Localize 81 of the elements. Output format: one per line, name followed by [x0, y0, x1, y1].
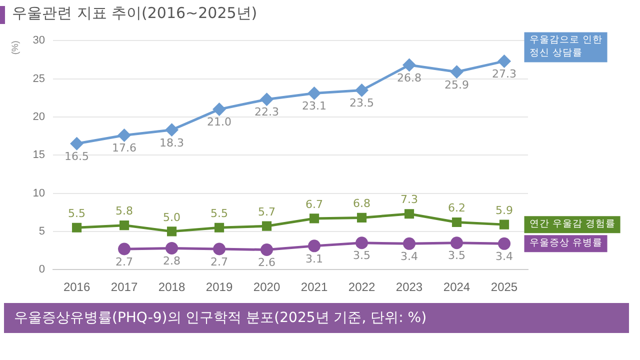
point	[308, 240, 321, 252]
point	[260, 93, 274, 106]
text: 우울감으로 인한 정신 상담률	[529, 34, 602, 58]
point	[72, 222, 82, 232]
data-label: 2.7	[116, 255, 134, 268]
y-tick-label: 30	[32, 34, 46, 47]
y-tick-label: 5	[38, 225, 46, 238]
x-tick-label: 2025	[490, 280, 518, 294]
point	[166, 124, 178, 136]
point	[498, 237, 510, 250]
point	[166, 226, 177, 236]
point	[450, 236, 464, 250]
data-label: 2.7	[210, 255, 228, 268]
data-label: 23.5	[350, 96, 374, 110]
point	[356, 212, 367, 222]
point	[262, 221, 272, 231]
y-tick-label: 0	[38, 264, 46, 276]
x-tick-label: 2021	[300, 280, 328, 294]
data-label: 21.0	[207, 116, 232, 129]
chart-title: 우울관련 지표 추이(2016~2025년)	[12, 4, 258, 23]
y-tick-label: 25	[32, 72, 46, 85]
point	[499, 220, 510, 230]
y-tick-label: 20	[32, 110, 46, 123]
point	[70, 137, 84, 150]
data-label: 2.8	[163, 254, 181, 268]
point	[498, 54, 510, 68]
data-label: 27.3	[492, 68, 516, 81]
point	[119, 220, 130, 230]
data-label: 5.8	[116, 204, 134, 218]
x-tick-label: 2017	[110, 280, 138, 294]
point	[118, 129, 131, 142]
point	[403, 237, 416, 250]
y-tick-label: 10	[32, 187, 46, 200]
data-label: 2.6	[258, 256, 276, 270]
point	[452, 217, 462, 228]
y-tick-label: 15	[32, 149, 46, 162]
data-label: 18.3	[160, 136, 184, 150]
x-tick-label: 2022	[348, 280, 376, 294]
point	[213, 242, 226, 256]
data-label: 3.5	[448, 249, 466, 262]
data-label: 6.7	[306, 198, 324, 211]
data-label: 3.4	[400, 250, 418, 264]
text: 연간 우울감 경험률	[529, 218, 616, 230]
point	[260, 244, 274, 256]
x-tick-label: 2016	[63, 280, 90, 294]
data-label: 25.9	[444, 78, 470, 92]
data-label: 5.9	[496, 204, 513, 217]
x-tick-label: 2019	[206, 280, 233, 294]
data-label: 5.5	[68, 206, 86, 220]
data-label: 6.8	[353, 197, 371, 210]
data-label: 16.5	[64, 150, 90, 164]
data-label: 22.3	[254, 106, 280, 119]
x-tick-label: 2023	[396, 280, 423, 294]
point	[356, 84, 368, 96]
point	[403, 58, 416, 72]
point	[450, 66, 464, 78]
point	[308, 87, 321, 100]
data-label: 5.5	[210, 206, 228, 220]
x-tick-label: 2020	[253, 280, 280, 294]
point	[309, 214, 320, 224]
data-label: 3.5	[353, 249, 371, 262]
data-label: 23.1	[302, 100, 327, 113]
data-label: 5.0	[163, 210, 181, 224]
data-label: 6.2	[448, 202, 466, 215]
data-label: 5.7	[258, 205, 276, 218]
data-label: 3.1	[306, 252, 324, 266]
point	[118, 242, 131, 256]
point	[404, 209, 414, 219]
data-label: 26.8	[397, 71, 422, 84]
x-tick-label: 2018	[158, 280, 186, 294]
point	[356, 236, 368, 250]
point	[214, 222, 224, 232]
data-label: 3.4	[496, 250, 513, 264]
text: 우울증상 유병률	[529, 237, 602, 248]
text: 우울증상유병률(PHQ-9)의 인구학적 분포(2025년 기준, 단위: %)	[4, 303, 629, 333]
point	[213, 103, 226, 116]
x-tick-label: 2024	[443, 280, 470, 294]
y-axis-title: (%)	[10, 40, 20, 55]
data-label: 7.3	[400, 193, 418, 206]
point	[166, 242, 178, 254]
data-label: 17.6	[112, 142, 137, 155]
